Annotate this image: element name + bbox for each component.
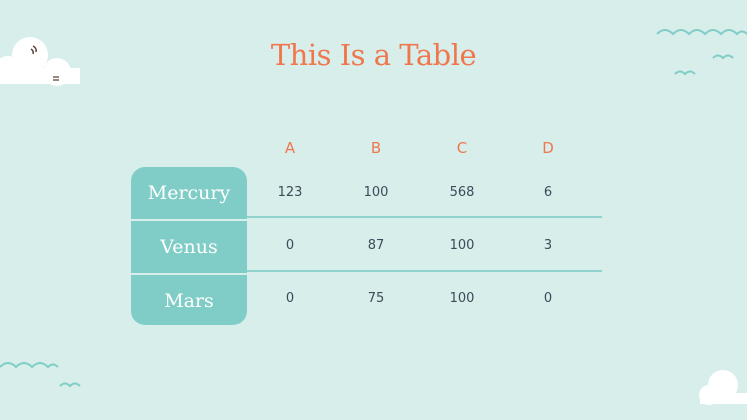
table-cell: 100: [449, 291, 475, 306]
cloud-bottom-right-icon: [699, 370, 747, 405]
table-cell: 0: [285, 291, 295, 306]
row-label-venus: Venus: [131, 219, 247, 273]
cloud-top-left-icon: [0, 37, 80, 86]
column-header-d: D: [542, 139, 554, 157]
table-cell: 123: [277, 185, 303, 200]
table-cell: 100: [363, 185, 389, 200]
table-cell: 100: [449, 238, 475, 253]
row-divider: [247, 216, 602, 218]
column-header-a: A: [284, 139, 296, 157]
waves-top-right-icon: [656, 29, 747, 76]
row-divider: [247, 270, 602, 272]
table-cell: 6: [543, 185, 553, 200]
column-header-b: B: [370, 139, 382, 157]
waves-bottom-left-icon: [0, 362, 81, 388]
table-cell: 0: [285, 238, 295, 253]
slide-title: This Is a Table: [270, 38, 477, 72]
table-cell: 568: [449, 185, 475, 200]
table-cell: 75: [367, 291, 385, 306]
row-label-mars: Mars: [131, 273, 247, 325]
row-label-mercury: Mercury: [147, 182, 231, 204]
table-cell: 0: [543, 291, 553, 306]
table-cell: 87: [367, 238, 385, 253]
row-labels: Mercury Venus Mars: [131, 167, 247, 325]
table-cell: 3: [543, 238, 553, 253]
column-header-c: C: [456, 139, 468, 157]
